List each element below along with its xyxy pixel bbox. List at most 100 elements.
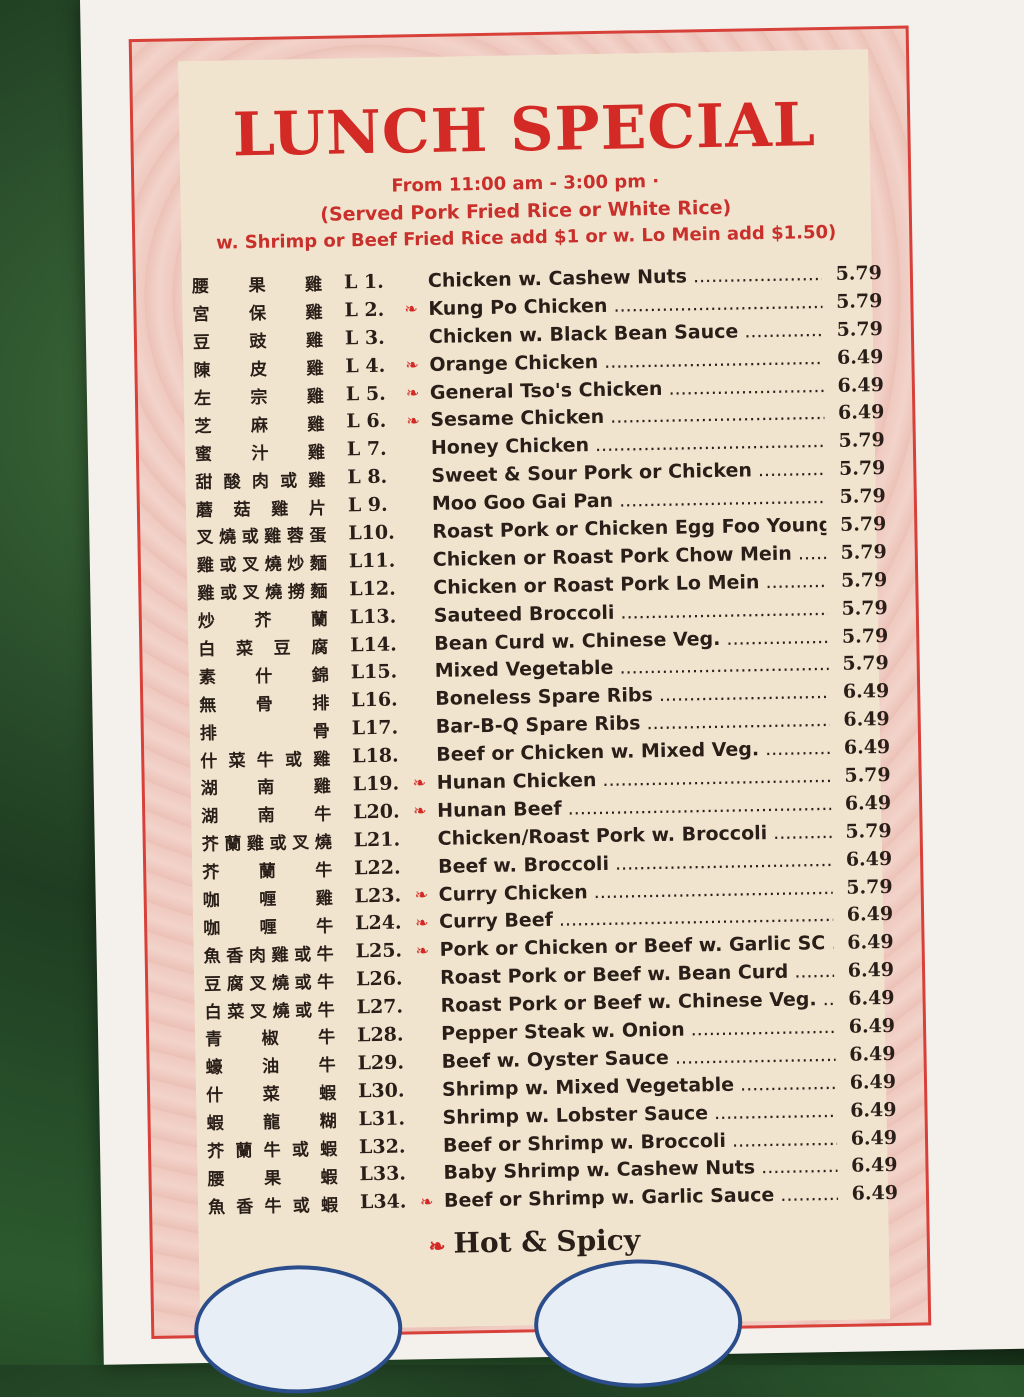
item-name: Kung Po Chicken: [428, 291, 822, 320]
item-chinese-name: 排骨: [200, 716, 330, 743]
item-price: 6.49: [833, 931, 893, 954]
item-code: L17.: [352, 717, 412, 740]
pepper-icon: ❧: [429, 1234, 446, 1258]
item-price: 5.79: [825, 429, 885, 452]
item-name: Mixed Vegetable: [435, 653, 829, 682]
item-code: L34.: [360, 1191, 420, 1214]
item-price: 5.79: [828, 625, 888, 648]
item-name: Sesame Chicken: [430, 402, 824, 431]
item-code: L33.: [359, 1163, 419, 1186]
item-name: Beef w. Oyster Sauce: [441, 1044, 835, 1073]
item-price: 6.49: [836, 1071, 896, 1094]
item-price: 6.49: [823, 346, 883, 369]
item-price: 6.49: [831, 792, 891, 815]
item-name: Beef or Shrimp w. Broccoli: [443, 1128, 837, 1157]
item-price: 5.79: [826, 485, 886, 508]
menu-panel: LUNCH SPECIAL From 11:00 am - 3:00 pm · …: [178, 49, 890, 1331]
item-code: L 1.: [344, 270, 404, 293]
item-code: L13.: [350, 605, 410, 628]
item-price: 5.79: [829, 652, 889, 675]
item-chinese-name: 豆腐叉燒或牛: [204, 967, 334, 994]
item-chinese-name: 咖喱牛: [203, 912, 333, 939]
item-name: Shrimp w. Lobster Sauce: [442, 1100, 836, 1129]
pepper-icon: ❧: [406, 411, 430, 430]
item-chinese-name: 湖南雞: [201, 772, 331, 799]
item-price: 5.79: [831, 820, 891, 843]
item-name: Sauteed Broccoli: [434, 598, 828, 627]
item-name: Bar-B-Q Spare Ribs: [436, 709, 830, 738]
item-chinese-name: 魚香肉雞或牛: [203, 940, 333, 967]
item-code: L32.: [359, 1135, 419, 1158]
item-chinese-name: 什菜蝦: [206, 1079, 336, 1106]
item-code: L14.: [350, 633, 410, 656]
item-code: L27.: [356, 995, 416, 1018]
item-price: 6.49: [837, 1154, 897, 1177]
item-price: 6.49: [829, 708, 889, 731]
item-code: L11.: [349, 549, 409, 572]
item-chinese-name: 炒芥蘭: [198, 605, 328, 632]
item-chinese-name: 叉燒或雞蓉蛋: [196, 521, 326, 548]
pepper-icon: ❧: [413, 801, 437, 820]
item-chinese-name: 無骨排: [199, 689, 329, 716]
item-name: Roast Pork or Beef w. Bean Curd: [440, 960, 834, 989]
item-chinese-name: 芥蘭雞或叉燒: [202, 828, 332, 855]
item-code: L25.: [355, 940, 415, 963]
item-price: 6.49: [835, 1043, 895, 1066]
item-name: Sweet & Sour Pork or Chicken: [431, 458, 825, 487]
item-name: Beef or Shrimp w. Garlic Sauce: [444, 1183, 838, 1212]
item-code: L16.: [351, 689, 411, 712]
item-price: 5.79: [822, 262, 882, 285]
item-price: 6.49: [832, 848, 892, 871]
item-code: L31.: [358, 1107, 418, 1130]
pepper-icon: ❧: [405, 355, 429, 374]
item-name: Pepper Steak w. Onion: [441, 1016, 835, 1045]
item-name: Hunan Chicken: [437, 765, 831, 794]
item-price: 6.49: [834, 959, 894, 982]
item-chinese-name: 宮保雞: [192, 298, 322, 325]
item-code: L 9.: [348, 493, 408, 516]
item-price: 6.49: [838, 1182, 898, 1205]
item-code: L 6.: [346, 410, 406, 433]
item-name: Pork or Chicken or Beef w. Garlic SC: [439, 932, 833, 961]
item-name: Honey Chicken: [431, 430, 825, 459]
item-code: L24.: [355, 912, 415, 935]
item-chinese-name: 湖南牛: [201, 800, 331, 827]
item-price: 5.79: [830, 764, 890, 787]
item-chinese-name: 蝦龍糊: [206, 1107, 336, 1134]
item-chinese-name: 豆豉雞: [193, 326, 323, 353]
item-name: Chicken or Roast Pork Chow Mein: [433, 542, 827, 571]
item-name: Moo Goo Gai Pan: [432, 486, 826, 515]
item-chinese-name: 腰果雞: [192, 270, 322, 297]
item-chinese-name: 素什錦: [199, 661, 329, 688]
item-price: 5.79: [822, 290, 882, 313]
item-name: Beef w. Broccoli: [438, 849, 832, 878]
item-name: Bean Curd w. Chinese Veg.: [434, 626, 828, 655]
page-title: LUNCH SPECIAL: [179, 89, 870, 171]
item-code: L22.: [354, 856, 414, 879]
item-chinese-name: 蜜汁雞: [195, 438, 325, 465]
item-name: Roast Pork or Beef w. Chinese Veg.: [440, 988, 834, 1017]
item-price: 6.49: [824, 374, 884, 397]
item-code: L15.: [351, 661, 411, 684]
item-name: Baby Shrimp w. Cashew Nuts: [443, 1155, 837, 1184]
item-code: L 2.: [344, 298, 404, 321]
item-chinese-name: 腰果蝦: [207, 1163, 337, 1190]
item-name: Curry Chicken: [438, 877, 832, 906]
item-code: L28.: [357, 1023, 417, 1046]
item-chinese-name: 蘑菇雞片: [196, 493, 326, 520]
pepper-icon: ❧: [420, 1192, 444, 1211]
item-chinese-name: 青椒牛: [205, 1023, 335, 1050]
item-code: L10.: [348, 521, 408, 544]
item-chinese-name: 芥蘭牛或蝦: [207, 1135, 337, 1162]
item-code: L12.: [349, 577, 409, 600]
item-name: Chicken/Roast Pork w. Broccoli: [437, 821, 831, 850]
item-name: Beef or Chicken w. Mixed Veg.: [436, 737, 830, 766]
item-chinese-name: 甜酸肉或雞: [195, 465, 325, 492]
item-chinese-name: 芝麻雞: [194, 410, 324, 437]
item-code: L 5.: [346, 382, 406, 405]
item-price: 5.79: [832, 875, 892, 898]
item-code: L21.: [354, 828, 414, 851]
item-price: 6.49: [837, 1126, 897, 1149]
pepper-icon: ❧: [415, 941, 439, 960]
